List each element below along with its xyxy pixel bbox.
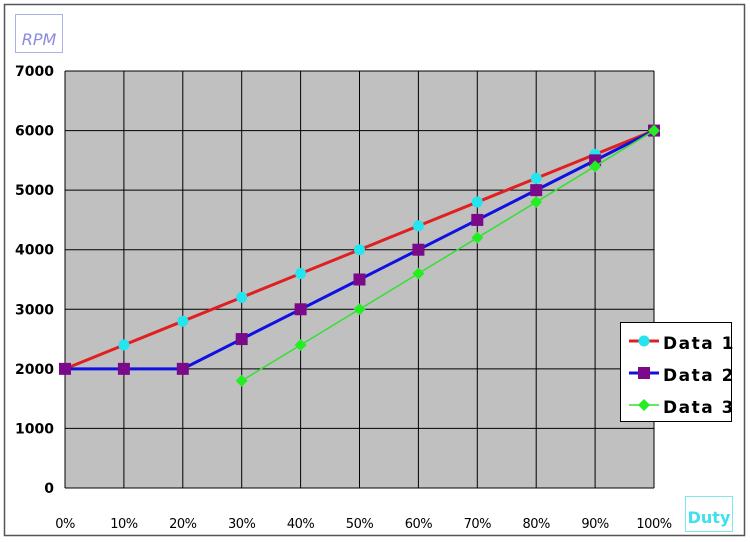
legend-label: Data 3 [663, 398, 735, 418]
data-point-series-2 [59, 362, 71, 375]
x-tick-label: 50% [346, 517, 374, 532]
legend-marker [638, 399, 650, 411]
data-point-series-1 [295, 268, 307, 280]
y-tick-label: 5000 [15, 183, 54, 199]
data-point-series-3 [235, 374, 248, 387]
data-point-series-1 [412, 220, 424, 232]
data-point-series-2 [176, 362, 189, 375]
data-point-series-2 [294, 303, 307, 316]
y-tick-label: 2000 [15, 362, 54, 378]
data-point-series-3 [589, 160, 602, 173]
data-point-series-3 [471, 231, 484, 244]
legend-label: Data 1 [663, 334, 735, 354]
data-point-series-2 [471, 213, 484, 226]
data-point-series-2 [530, 184, 543, 197]
x-tick-label: 30% [228, 517, 256, 532]
x-tick-label: 80% [522, 517, 550, 532]
y-tick-label: 4000 [15, 243, 54, 259]
series-line-3 [241, 129, 655, 382]
x-tick-label: 20% [169, 517, 197, 532]
y-tick-label: 0 [44, 481, 54, 497]
legend-marker [638, 367, 650, 379]
x-tick-label: 70% [464, 517, 492, 532]
x-axis-title: Duty [688, 508, 731, 527]
legend: Data 1 Data 2 Data 3 [620, 322, 735, 422]
data-point-series-1 [471, 196, 483, 208]
data-point-series-1 [118, 339, 130, 351]
data-point-series-2 [117, 362, 130, 375]
data-point-series-3 [412, 267, 425, 280]
y-tick-label: 3000 [15, 302, 54, 318]
x-axis-title-box [685, 496, 733, 532]
data-point-series-1 [354, 244, 365, 256]
legend-label: Data 2 [663, 366, 735, 386]
data-point-series-1 [177, 315, 189, 327]
y-tick-label: 6000 [15, 124, 54, 140]
data-point-series-3 [294, 339, 307, 352]
x-tick-label: 60% [405, 517, 433, 532]
x-tick-label: 10% [110, 517, 138, 532]
data-point-series-3 [530, 196, 543, 209]
x-tick-label: 90% [581, 517, 609, 532]
x-tick-label: 0% [55, 517, 75, 532]
legend-marker [638, 335, 650, 347]
data-point-series-1 [236, 291, 248, 303]
y-axis-title-box [15, 14, 63, 53]
y-tick-label: 7000 [15, 64, 54, 80]
x-tick-label: 100% [636, 517, 671, 532]
y-axis-title: RPM [22, 30, 57, 49]
data-point-series-2 [235, 333, 248, 346]
data-point-series-3 [353, 303, 366, 316]
x-tick-label: 40% [287, 517, 315, 532]
data-point-series-2 [353, 273, 366, 286]
y-tick-label: 1000 [15, 421, 54, 437]
data-point-series-1 [530, 172, 542, 184]
data-point-series-2 [412, 243, 425, 256]
data-point-series-3 [648, 124, 660, 137]
